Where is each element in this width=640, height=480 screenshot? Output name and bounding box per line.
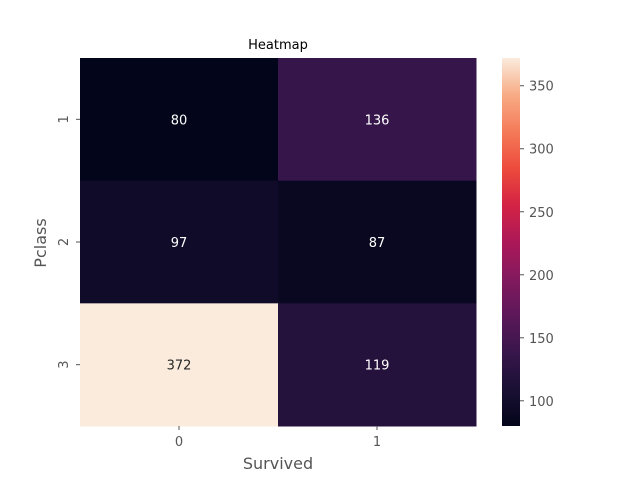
heatmap-cell (80, 303, 279, 427)
colorbar-tick-label: 150 (529, 332, 554, 347)
colorbar-tick-label: 200 (529, 269, 554, 284)
heatmap-cell (278, 58, 477, 182)
colorbar (502, 58, 520, 426)
heatmap-cell (278, 180, 477, 304)
y-tick-label: 1 (57, 115, 72, 123)
colorbar-tick-label: 300 (529, 143, 554, 158)
cell-value-label: 97 (171, 236, 188, 251)
cell-value-label: 80 (171, 113, 188, 128)
heatmap-cell (278, 303, 477, 427)
cell-value-label: 136 (365, 113, 390, 128)
colorbar-ticks: 100 150 200 250 300 350 (520, 80, 554, 410)
y-axis-label: Pclass (31, 218, 50, 267)
x-tick-label: 1 (373, 435, 381, 450)
y-tick-label: 3 (57, 361, 72, 369)
colorbar-tick-label: 100 (529, 395, 554, 410)
x-axis-label: Survived (243, 454, 313, 473)
cell-value-label: 119 (365, 359, 390, 374)
colorbar-tick-label: 250 (529, 206, 554, 221)
chart-title: Heatmap (248, 38, 308, 53)
heatmap-cell (80, 58, 279, 182)
cell-value-label: 87 (369, 236, 386, 251)
colorbar-tick-label: 350 (529, 80, 554, 95)
y-tick-label: 2 (57, 238, 72, 246)
cell-value-label: 372 (167, 359, 192, 374)
heatmap-cell (80, 180, 279, 304)
y-axis-ticks: 1 2 3 (57, 115, 80, 369)
heatmap-cells: 80 136 97 87 372 119 (80, 58, 477, 427)
x-tick-label: 0 (175, 435, 183, 450)
